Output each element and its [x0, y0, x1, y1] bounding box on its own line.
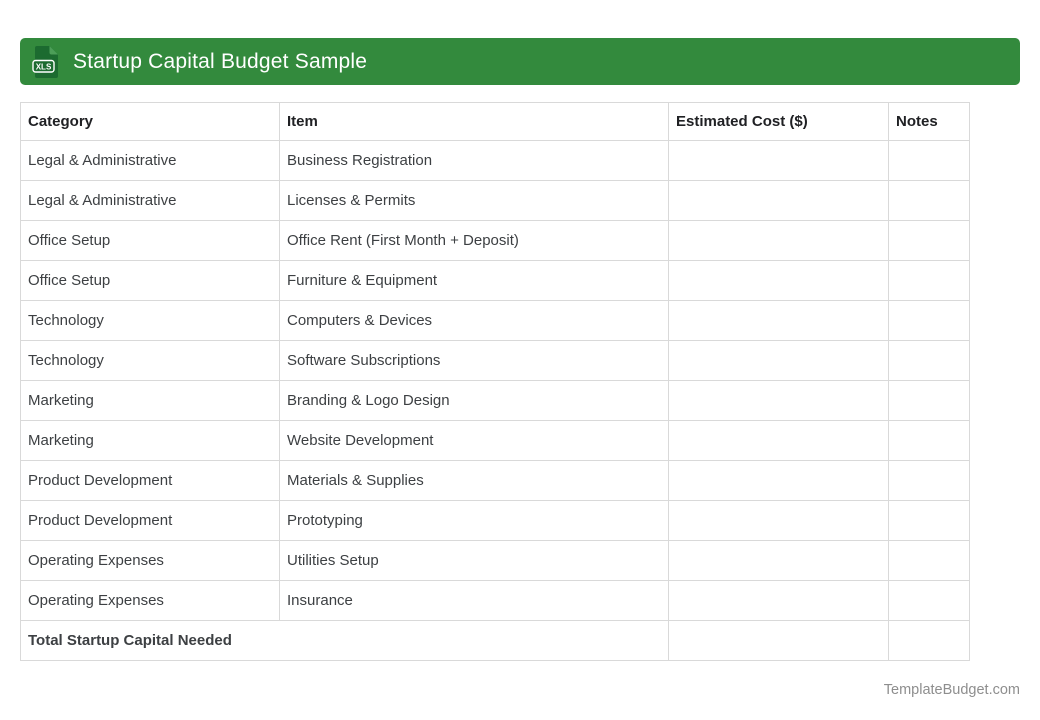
xls-icon-label: XLS — [36, 62, 52, 71]
cell-notes — [888, 220, 970, 261]
cell-item: Website Development — [279, 420, 669, 461]
cell-notes — [888, 340, 970, 381]
cell-notes — [888, 420, 970, 461]
table-row: Legal & Administrative Licenses & Permit… — [20, 180, 970, 221]
cell-item: Software Subscriptions — [279, 340, 669, 381]
cell-item: Utilities Setup — [279, 540, 669, 581]
cell-notes — [888, 180, 970, 221]
cell-notes — [888, 580, 970, 621]
cell-estimated-cost — [668, 460, 889, 501]
cell-estimated-cost — [668, 140, 889, 181]
cell-category: Office Setup — [20, 220, 280, 261]
cell-estimated-cost — [668, 340, 889, 381]
cell-category: Operating Expenses — [20, 540, 280, 581]
cell-category: Product Development — [20, 460, 280, 501]
column-header-item: Item — [279, 102, 669, 141]
cell-category: Technology — [20, 300, 280, 341]
page-title: Startup Capital Budget Sample — [73, 49, 368, 73]
cell-estimated-cost — [668, 180, 889, 221]
title-banner: XLS Startup Capital Budget Sample — [20, 38, 1020, 85]
cell-estimated-cost — [668, 580, 889, 621]
table-row: Office Setup Office Rent (First Month + … — [20, 220, 970, 261]
cell-item: Licenses & Permits — [279, 180, 669, 221]
cell-notes — [888, 300, 970, 341]
cell-notes — [888, 380, 970, 421]
cell-category: Legal & Administrative — [20, 140, 280, 181]
total-label: Total Startup Capital Needed — [20, 620, 669, 661]
column-header-category: Category — [20, 102, 280, 141]
table-row: Office Setup Furniture & Equipment — [20, 260, 970, 301]
total-estimated-cost — [668, 620, 889, 661]
column-header-notes: Notes — [888, 102, 970, 141]
table-row: Technology Software Subscriptions — [20, 340, 970, 381]
cell-item: Materials & Supplies — [279, 460, 669, 501]
cell-item: Branding & Logo Design — [279, 380, 669, 421]
site-credit: TemplateBudget.com — [883, 682, 1020, 698]
cell-item: Office Rent (First Month + Deposit) — [279, 220, 669, 261]
cell-category: Product Development — [20, 500, 280, 541]
cell-estimated-cost — [668, 260, 889, 301]
table-row: Technology Computers & Devices — [20, 300, 970, 341]
cell-notes — [888, 260, 970, 301]
cell-estimated-cost — [668, 380, 889, 421]
total-row: Total Startup Capital Needed — [20, 620, 970, 661]
cell-category: Marketing — [20, 380, 280, 421]
cell-notes — [888, 540, 970, 581]
cell-estimated-cost — [668, 540, 889, 581]
budget-table: Category Item Estimated Cost ($) Notes L… — [20, 102, 970, 661]
cell-category: Legal & Administrative — [20, 180, 280, 221]
cell-category: Technology — [20, 340, 280, 381]
column-header-estimated-cost: Estimated Cost ($) — [668, 102, 889, 141]
table-row: Marketing Website Development — [20, 420, 970, 461]
cell-item: Insurance — [279, 580, 669, 621]
cell-estimated-cost — [668, 300, 889, 341]
table-row: Product Development Prototyping — [20, 500, 970, 541]
cell-item: Business Registration — [279, 140, 669, 181]
cell-category: Office Setup — [20, 260, 280, 301]
cell-notes — [888, 140, 970, 181]
cell-estimated-cost — [668, 500, 889, 541]
cell-estimated-cost — [668, 420, 889, 461]
cell-item: Prototyping — [279, 500, 669, 541]
table-row: Operating Expenses Utilities Setup — [20, 540, 970, 581]
xls-file-icon: XLS — [32, 45, 58, 78]
header-row: Category Item Estimated Cost ($) Notes — [20, 102, 970, 141]
table-row: Legal & Administrative Business Registra… — [20, 140, 970, 181]
cell-category: Marketing — [20, 420, 280, 461]
cell-item: Computers & Devices — [279, 300, 669, 341]
total-notes — [888, 620, 970, 661]
cell-estimated-cost — [668, 220, 889, 261]
table-row: Marketing Branding & Logo Design — [20, 380, 970, 421]
cell-notes — [888, 500, 970, 541]
table-row: Product Development Materials & Supplies — [20, 460, 970, 501]
cell-category: Operating Expenses — [20, 580, 280, 621]
cell-notes — [888, 460, 970, 501]
table-row: Operating Expenses Insurance — [20, 580, 970, 621]
cell-item: Furniture & Equipment — [279, 260, 669, 301]
